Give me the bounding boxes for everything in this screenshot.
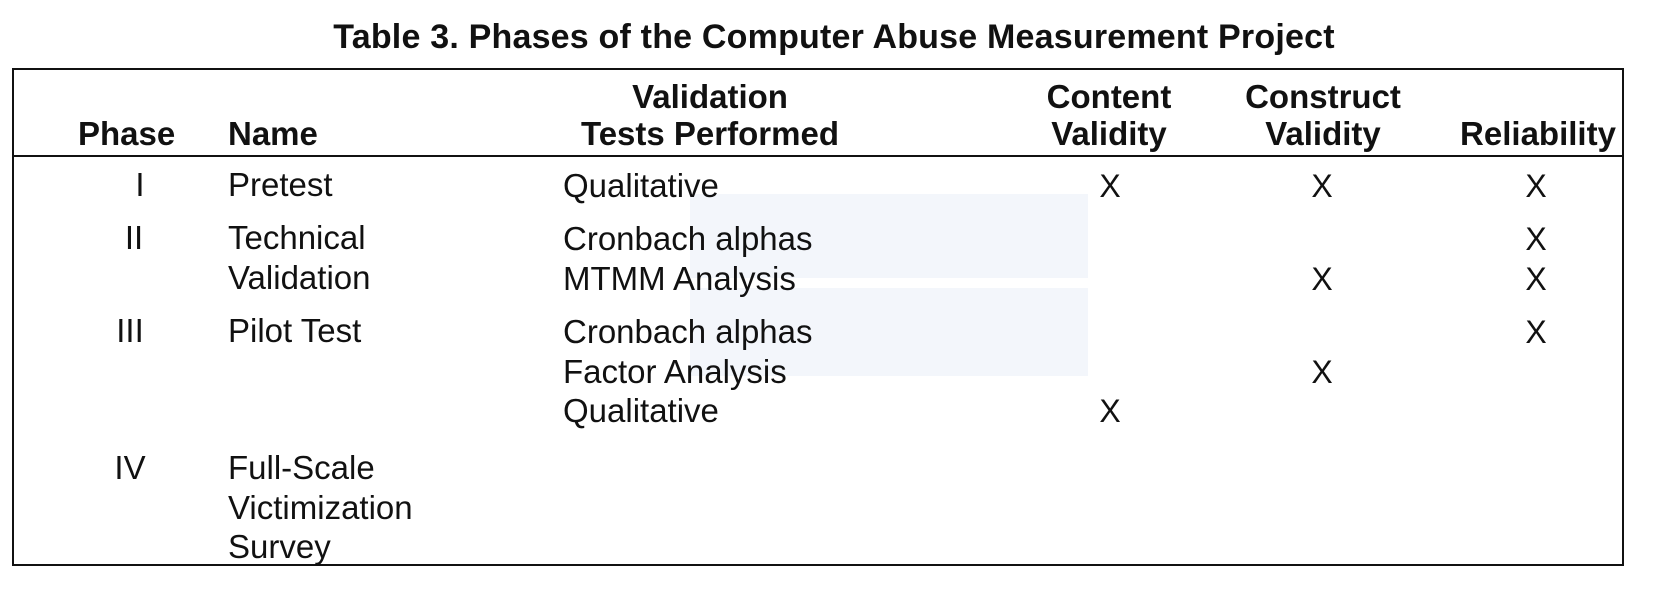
- header-construct-line1: Construct: [1245, 78, 1401, 115]
- header-construct-line2: Validity: [1265, 115, 1381, 152]
- header-reliability: Reliability: [1460, 115, 1616, 152]
- test-cell: Cronbach alphas: [563, 220, 813, 257]
- phase-cell: IV: [114, 449, 146, 486]
- header-divider: [12, 155, 1624, 157]
- test-cell: Factor Analysis: [563, 353, 787, 390]
- content-mark: X: [1099, 168, 1121, 204]
- test-cell: Qualitative: [563, 167, 719, 204]
- background-shading: [690, 288, 1088, 376]
- name-cell: Full-Scale: [228, 449, 375, 486]
- phase-cell: II: [124, 219, 144, 256]
- construct-mark: X: [1311, 261, 1333, 297]
- header-content-line1: Content: [1046, 78, 1172, 115]
- name-cell: Validation: [228, 259, 371, 296]
- name-cell: Survey: [228, 528, 331, 565]
- background-shading: [690, 194, 1088, 278]
- test-cell: MTMM Analysis: [563, 260, 796, 297]
- content-mark: X: [1099, 393, 1121, 429]
- header-tests-line2: Tests Performed: [581, 115, 839, 152]
- reliability-mark: X: [1525, 221, 1547, 257]
- name-cell: Pretest: [228, 166, 333, 203]
- name-cell: Technical: [228, 219, 366, 256]
- phase-cell: III: [116, 312, 144, 349]
- header-name: Name: [228, 115, 318, 152]
- test-cell: Cronbach alphas: [563, 313, 813, 350]
- construct-mark: X: [1311, 168, 1333, 204]
- reliability-mark: X: [1525, 314, 1547, 350]
- name-cell: Victimization: [228, 489, 413, 526]
- header-content-line2: Validity: [1051, 115, 1167, 152]
- header-phase: Phase: [78, 115, 176, 152]
- phase-cell: I: [135, 166, 145, 203]
- header-tests-line1: Validation: [632, 78, 788, 115]
- table-title: Table 3. Phases of the Computer Abuse Me…: [333, 18, 1335, 56]
- table-frame: [12, 68, 1624, 566]
- construct-mark: X: [1311, 354, 1333, 390]
- test-cell: Qualitative: [563, 392, 719, 429]
- reliability-mark: X: [1525, 261, 1547, 297]
- reliability-mark: X: [1525, 168, 1547, 204]
- name-cell: Pilot Test: [228, 312, 362, 349]
